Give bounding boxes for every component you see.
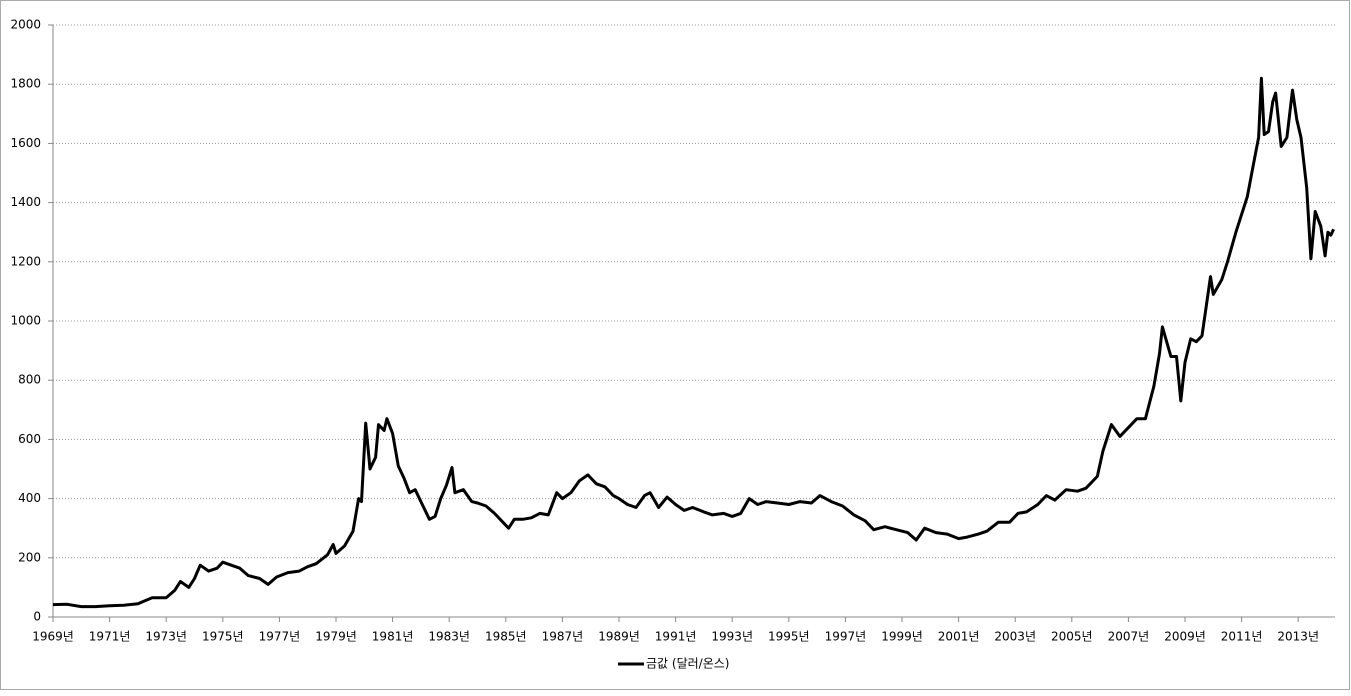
x-tick-label: 1985년	[485, 630, 527, 644]
x-tick-label: 1969년	[32, 630, 74, 644]
x-tick-label: 1977년	[259, 630, 301, 644]
x-tick-label: 1975년	[202, 630, 244, 644]
x-tick-label: 2001년	[938, 630, 980, 644]
x-tick-label: 1979년	[315, 630, 357, 644]
y-tick-label: 800	[18, 373, 41, 387]
x-tick-label: 2005년	[1051, 630, 1093, 644]
x-tick-label: 1973년	[145, 630, 187, 644]
x-tick-label: 1997년	[825, 630, 867, 644]
x-tick-label: 1993년	[711, 630, 753, 644]
y-tick-label: 1000	[10, 314, 41, 328]
y-tick-label: 1600	[10, 136, 41, 150]
x-tick-label: 1971년	[89, 630, 131, 644]
x-tick-label: 1983년	[428, 630, 470, 644]
y-tick-label: 2000	[10, 18, 41, 32]
x-tick-label: 1995년	[768, 630, 810, 644]
x-tick-label: 1991년	[655, 630, 697, 644]
x-tick-label: 2013년	[1277, 630, 1319, 644]
x-tick-label: 2007년	[1108, 630, 1150, 644]
x-tick-label: 2003년	[994, 630, 1036, 644]
x-tick-label: 1987년	[542, 630, 584, 644]
y-tick-label: 400	[18, 491, 41, 505]
x-tick-label: 1989년	[598, 630, 640, 644]
line-series	[52, 76, 1335, 609]
y-tick-label: 200	[18, 550, 41, 564]
y-tick-label: 0	[33, 610, 41, 624]
y-tick-label: 1400	[10, 195, 41, 209]
x-tick-label: 1981년	[372, 630, 414, 644]
y-tick-label: 1200	[10, 254, 41, 268]
legend-label: 금값 (달러/온스)	[646, 657, 729, 671]
y-tick-label: 600	[18, 432, 41, 446]
x-tick-label: 1999년	[881, 630, 923, 644]
x-tick-label: 2011년	[1221, 630, 1263, 644]
y-tick-label: 1800	[10, 77, 41, 91]
x-tick-label: 2009년	[1164, 630, 1206, 644]
